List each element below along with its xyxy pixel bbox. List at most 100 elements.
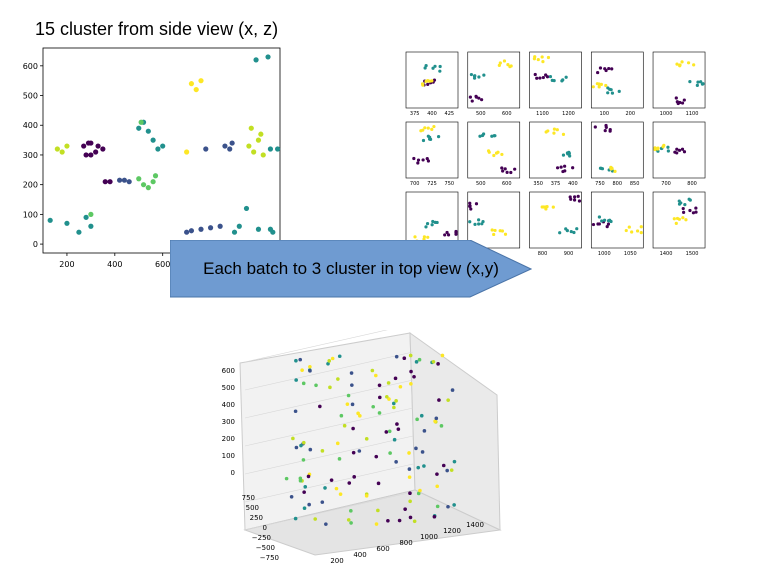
data-point [307,502,311,507]
panel-point [606,222,611,226]
x-tick-label: 600 [155,260,170,269]
panel-point [428,135,432,139]
y-tick-label: 500 [23,92,38,101]
panel-point [552,127,557,131]
data-point [386,381,391,385]
3d-scatter-chart: 01002003004005006007505002500−250−500−75… [222,330,502,565]
panel-point [497,63,501,68]
panel-tick-label: 700 [661,181,671,187]
panel-point [591,85,595,89]
panel-point [503,167,507,171]
panel-point [608,87,612,91]
data-point [387,397,391,401]
batch-panel: 350 375 400 [529,121,582,187]
panel-point [572,230,576,235]
panel-tick-label: 900 [564,251,574,257]
panel-point [687,197,691,201]
data-point [339,413,344,418]
data-point [364,437,369,441]
data-point [394,399,398,403]
x-tick-label: 800 [399,539,412,547]
panel-point [416,161,420,165]
panel-point [425,222,430,226]
data-point [59,149,65,155]
panel-point [486,149,491,153]
panel-tick-label: 750 [445,181,455,187]
panel-point [424,79,428,83]
data-point [408,353,413,358]
panel-frame [590,191,644,249]
panel-point [541,75,545,80]
data-point [435,484,440,489]
panel-tick-label: 350 [533,181,543,187]
panel-point [568,154,572,158]
panel-point [492,232,496,237]
batch-panel [467,191,521,249]
data-point [345,402,350,406]
panel-point [426,235,430,239]
z-tick-label: 300 [222,418,235,426]
panel-point [552,131,556,135]
panel-point [680,101,685,105]
grid-line [244,379,414,419]
data-point [377,411,382,415]
batch-panel: 500 600 [467,51,521,117]
batch-panel: 1100 1200 [529,51,582,117]
panel-tick-label: 400 [427,111,437,117]
data-point [378,395,382,400]
panel-point [423,126,427,130]
data-point [255,226,262,232]
panel-point [540,205,544,209]
panel-point [599,82,603,87]
panel-point [501,169,505,173]
data-point [198,226,204,232]
data-point [392,437,397,442]
panel-point [474,94,478,98]
data-point [445,468,449,473]
data-point [407,475,412,479]
data-point [392,405,396,410]
panel-point [593,125,597,129]
panel-frame [529,191,582,249]
batch-panel: 700 725 750 [405,121,459,187]
data-point [298,357,303,362]
panel-point [599,166,603,170]
panel-point [552,79,556,83]
panel-point [435,220,439,225]
panel-point [506,63,510,67]
data-point [376,508,380,513]
batch-panel: 750 800 850 [590,121,644,187]
panel-point [608,128,612,132]
panel-point [478,134,482,138]
data-point [408,491,412,496]
data-point [64,220,70,226]
side-view-plot-frame [42,47,281,254]
data-point [450,388,455,392]
data-point [107,179,113,185]
panel-point [576,194,580,198]
data-point [314,383,318,388]
panel-point [701,82,705,86]
panel-point [695,83,699,87]
panel-point [569,197,573,201]
panel-point [569,229,573,234]
panel-point [509,64,513,68]
data-point [88,211,94,217]
x-tick-label: 200 [330,557,343,565]
panel-tick-label: 375 [410,111,420,117]
panel-point [606,219,611,223]
data-point [434,416,439,421]
data-point [193,86,199,93]
y-tick-label: −250 [252,534,271,542]
panel-point [426,159,431,163]
data-point [415,417,419,422]
panel-frame [467,51,521,109]
data-point [308,369,312,373]
data-point [358,414,362,418]
panel-point [480,98,484,102]
panel-point [472,76,477,80]
grid-line [244,407,414,447]
panel-point [666,145,670,149]
panel-point [431,66,435,70]
data-point [403,507,407,511]
